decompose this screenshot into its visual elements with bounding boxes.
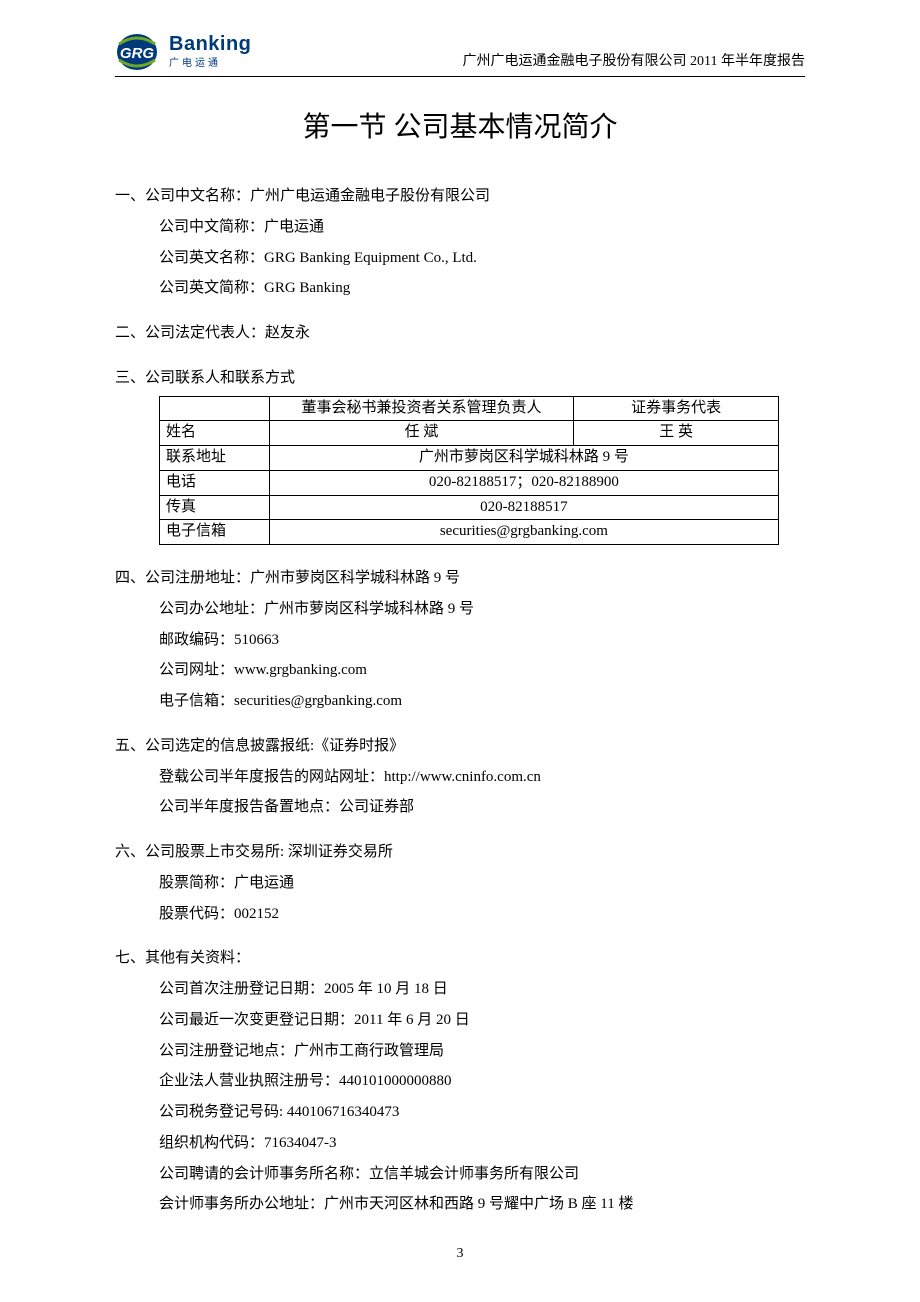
td-label: 传真 [160,495,270,520]
td-label: 姓名 [160,421,270,446]
td-c2: 王 英 [574,421,779,446]
section-7: 七、其他有关资料： 公司首次注册登记日期：2005 年 10 月 18 日 公司… [115,943,805,1220]
logo-sub-text: 广电运通 [169,54,251,69]
s4-l2: 公司办公地址：广州市萝岗区科学城科林路 9 号 [115,594,805,625]
section-2: 二、公司法定代表人：赵友永 [115,318,805,349]
td-label: 联系地址 [160,446,270,471]
s6-l1: 六、公司股票上市交易所: 深圳证券交易所 [115,837,805,868]
section-title: 第一节 公司基本情况简介 [115,105,805,145]
logo-mark-icon: GRG [115,30,167,72]
s7-l3: 公司最近一次变更登记日期：2011 年 6 月 20 日 [115,1005,805,1036]
s7-l1: 七、其他有关资料： [115,943,805,974]
s2-l1: 二、公司法定代表人：赵友永 [115,318,805,349]
td-span: 广州市萝岗区科学城科林路 9 号 [269,446,778,471]
table-row: 传真 020-82188517 [160,495,779,520]
th-representative: 证券事务代表 [574,396,779,421]
s1-l3: 公司英文名称：GRG Banking Equipment Co., Ltd. [115,243,805,274]
section-6: 六、公司股票上市交易所: 深圳证券交易所 股票简称：广电运通 股票代码：0021… [115,837,805,929]
s7-l2: 公司首次注册登记日期：2005 年 10 月 18 日 [115,974,805,1005]
s7-l4: 公司注册登记地点：广州市工商行政管理局 [115,1036,805,1067]
td-span: securities@grgbanking.com [269,520,778,545]
header-report-title: 广州广电运通金融电子股份有限公司 2011 年半年度报告 [463,50,805,72]
s6-l2: 股票简称：广电运通 [115,868,805,899]
s7-l7: 组织机构代码：71634047-3 [115,1128,805,1159]
s5-l2: 登载公司半年度报告的网站网址：http://www.cninfo.com.cn [115,762,805,793]
s6-l3: 股票代码：002152 [115,899,805,930]
s5-l3: 公司半年度报告备置地点：公司证券部 [115,792,805,823]
table-row: 联系地址 广州市萝岗区科学城科林路 9 号 [160,446,779,471]
table-row: 电子信箱 securities@grgbanking.com [160,520,779,545]
logo-text: Banking 广电运通 [169,33,251,69]
svg-text:GRG: GRG [120,45,155,62]
s1-l4: 公司英文简称：GRG Banking [115,273,805,304]
table-row: 电话 020-82188517；020-82188900 [160,470,779,495]
td-label: 电子信箱 [160,520,270,545]
s3-l1: 三、公司联系人和联系方式 [115,363,805,394]
company-logo: GRG Banking 广电运通 [115,30,251,72]
s5-l1: 五、公司选定的信息披露报纸:《证券时报》 [115,731,805,762]
s4-l4: 公司网址：www.grgbanking.com [115,655,805,686]
th-secretary: 董事会秘书兼投资者关系管理负责人 [269,396,574,421]
section-4: 四、公司注册地址：广州市萝岗区科学城科林路 9 号 公司办公地址：广州市萝岗区科… [115,563,805,717]
td-span: 020-82188517；020-82188900 [269,470,778,495]
s7-l9: 会计师事务所办公地址：广州市天河区林和西路 9 号耀中广场 B 座 11 楼 [115,1189,805,1220]
s4-l1: 四、公司注册地址：广州市萝岗区科学城科林路 9 号 [115,563,805,594]
contact-table: 董事会秘书兼投资者关系管理负责人 证券事务代表 姓名 任 斌 王 英 联系地址 … [159,396,779,546]
td-span: 020-82188517 [269,495,778,520]
s7-l6: 公司税务登记号码: 440106716340473 [115,1097,805,1128]
td-label: 电话 [160,470,270,495]
s1-l1: 一、公司中文名称：广州广电运通金融电子股份有限公司 [115,181,805,212]
s1-l2: 公司中文简称：广电运通 [115,212,805,243]
page-header: GRG Banking 广电运通 广州广电运通金融电子股份有限公司 2011 年… [115,30,805,77]
section-1: 一、公司中文名称：广州广电运通金融电子股份有限公司 公司中文简称：广电运通 公司… [115,181,805,304]
section-5: 五、公司选定的信息披露报纸:《证券时报》 登载公司半年度报告的网站网址：http… [115,731,805,823]
page-number: 3 [0,1246,920,1262]
logo-banking-text: Banking [169,33,251,56]
section-3: 三、公司联系人和联系方式 董事会秘书兼投资者关系管理负责人 证券事务代表 姓名 … [115,363,805,545]
th-blank [160,396,270,421]
s4-l3: 邮政编码：510663 [115,625,805,656]
s7-l5: 企业法人营业执照注册号：440101000000880 [115,1066,805,1097]
table-head-row: 董事会秘书兼投资者关系管理负责人 证券事务代表 [160,396,779,421]
td-c1: 任 斌 [269,421,574,446]
s4-l5: 电子信箱：securities@grgbanking.com [115,686,805,717]
s7-l8: 公司聘请的会计师事务所名称：立信羊城会计师事务所有限公司 [115,1159,805,1190]
table-row: 姓名 任 斌 王 英 [160,421,779,446]
